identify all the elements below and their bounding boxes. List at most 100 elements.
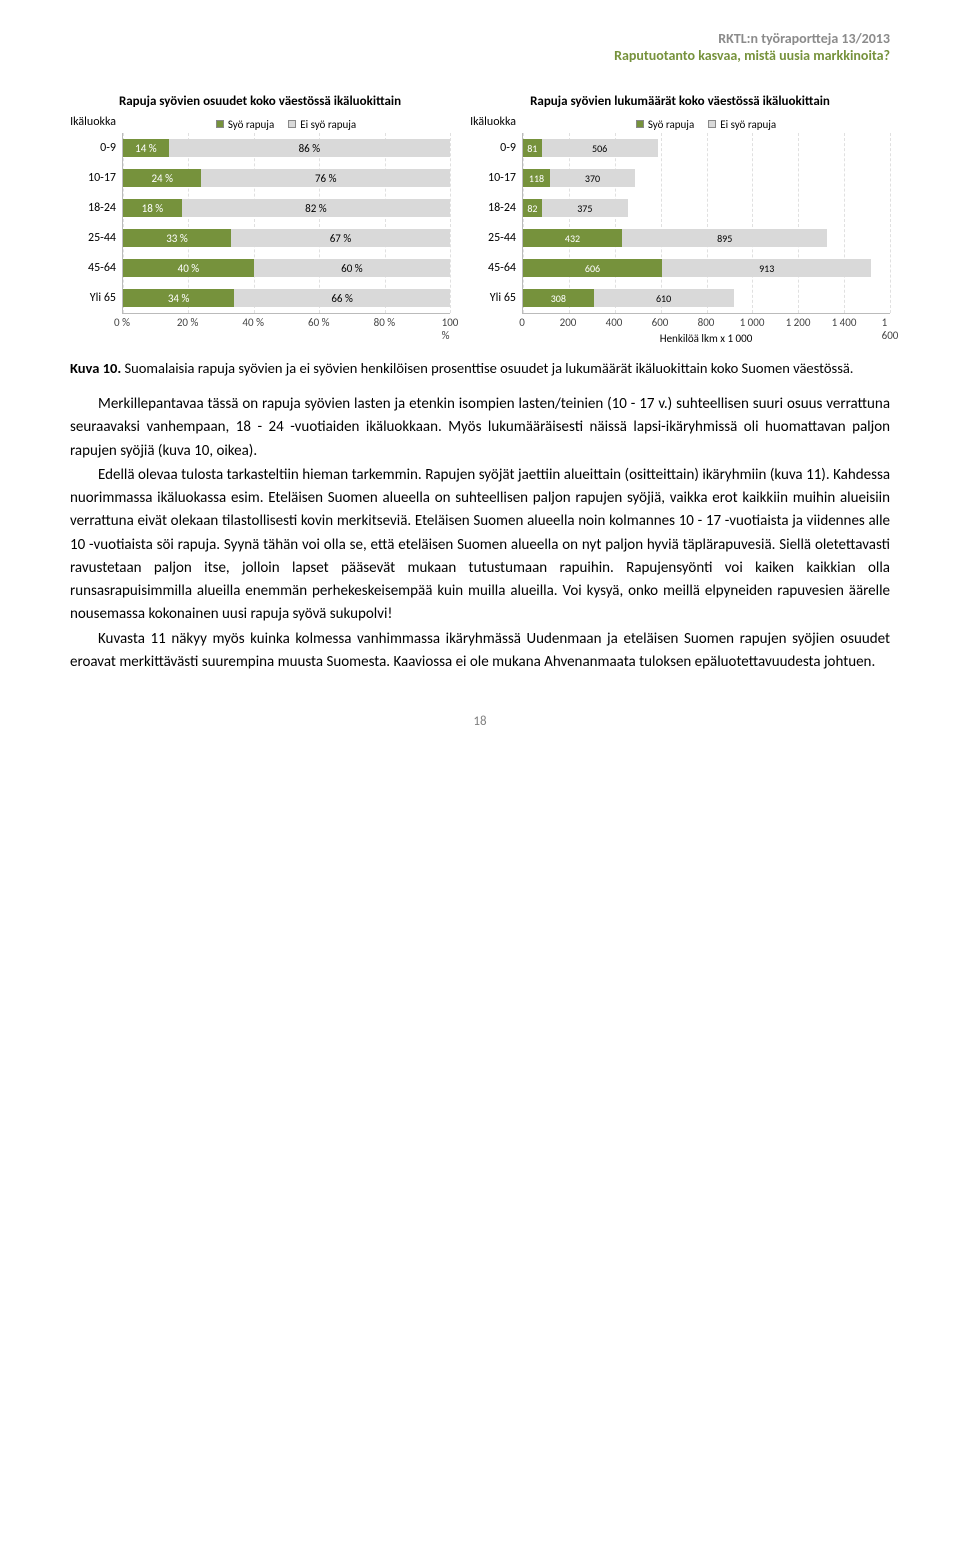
bar-row: 308610: [523, 283, 890, 313]
chart-percent-title: Rapuja syövien osuudet koko väestössä ik…: [70, 94, 450, 109]
bar-row: 14 %86 %: [123, 133, 450, 163]
bar-row: 606913: [523, 253, 890, 283]
header-report-id: RKTL:n työraportteja 13/2013: [70, 30, 890, 47]
legend-label-eat: Syö rapuja: [228, 118, 274, 131]
legend-label-not: Ei syö rapuja: [300, 118, 356, 131]
xaxis-tick: 1 400: [832, 316, 857, 329]
chart-percent-yaxis: Ikäluokka 0-910-1718-2425-4445-64Yli 65: [70, 115, 122, 330]
chart-percent-plot: 14 %86 %24 %76 %18 %82 %33 %67 %40 %60 %…: [122, 133, 450, 314]
bar-segment-eat: 18 %: [123, 199, 182, 217]
legend-swatch-eat: [216, 120, 224, 128]
yaxis-category: 18-24: [470, 193, 516, 223]
bar-segment-eat: 14 %: [123, 139, 169, 157]
bar-row: 34 %66 %: [123, 283, 450, 313]
bar-segment-not: 86 %: [169, 139, 450, 157]
legend-item-eat: Syö rapuja: [636, 115, 694, 133]
bar-segment-eat: 606: [523, 259, 662, 277]
yaxis-category: Yli 65: [470, 283, 516, 313]
xaxis-tick: 20 %: [177, 316, 199, 329]
legend-label-eat: Syö rapuja: [648, 118, 694, 131]
bar-segment-eat: 432: [523, 229, 622, 247]
chart-count-legend: Syö rapuja Ei syö rapuja: [522, 115, 890, 133]
bar-row: 81506: [523, 133, 890, 163]
yaxis-title: Ikäluokka: [470, 115, 516, 133]
xaxis-tick: 0 %: [114, 316, 130, 329]
xaxis-tick: 1 200: [786, 316, 811, 329]
chart-count-title: Rapuja syövien lukumäärät koko väestössä…: [470, 94, 890, 109]
bar-segment-eat: 40 %: [123, 259, 254, 277]
yaxis-category: 10-17: [70, 163, 116, 193]
bar-segment-eat: 34 %: [123, 289, 234, 307]
chart-count-xaxis: 02004006008001 0001 2001 4001 600: [522, 314, 890, 330]
bar-segment-eat: 82: [523, 199, 542, 217]
bar-segment-eat: 33 %: [123, 229, 231, 247]
bar-row: 18 %82 %: [123, 193, 450, 223]
figure-label: Kuva 10.: [70, 359, 121, 377]
legend-swatch-eat: [636, 120, 644, 128]
bar-segment-not: 82 %: [182, 199, 450, 217]
bar-row: 82375: [523, 193, 890, 223]
legend-swatch-not: [288, 120, 296, 128]
yaxis-category: 18-24: [70, 193, 116, 223]
bar-row: 432895: [523, 223, 890, 253]
xaxis-tick: 0: [519, 316, 525, 329]
yaxis-category: 10-17: [470, 163, 516, 193]
chart-percent-legend: Syö rapuja Ei syö rapuja: [122, 115, 450, 133]
bar-row: 33 %67 %: [123, 223, 450, 253]
document-header: RKTL:n työraportteja 13/2013 Raputuotant…: [70, 30, 890, 64]
bar-segment-not: 66 %: [234, 289, 450, 307]
bar-row: 40 %60 %: [123, 253, 450, 283]
bar-segment-eat: 118: [523, 169, 550, 187]
xaxis-tick: 400: [606, 316, 623, 329]
body-paragraph: Kuvasta 11 näkyy myös kuinka kolmessa va…: [70, 628, 890, 675]
bar-segment-not: 913: [662, 259, 871, 277]
legend-swatch-not: [708, 120, 716, 128]
xaxis-tick: 600: [652, 316, 669, 329]
legend-item-not: Ei syö rapuja: [708, 115, 776, 133]
bar-segment-eat: 308: [523, 289, 594, 307]
xaxis-tick: 1 600: [882, 316, 899, 342]
charts-row: Rapuja syövien osuudet koko väestössä ik…: [70, 94, 890, 345]
yaxis-category: Yli 65: [70, 283, 116, 313]
xaxis-tick: 80 %: [374, 316, 396, 329]
bar-segment-not: 895: [622, 229, 827, 247]
yaxis-category: 45-64: [70, 253, 116, 283]
xaxis-tick: 800: [698, 316, 715, 329]
legend-item-not: Ei syö rapuja: [288, 115, 356, 133]
page-number: 18: [70, 714, 890, 729]
bar-segment-eat: 81: [523, 139, 542, 157]
legend-item-eat: Syö rapuja: [216, 115, 274, 133]
yaxis-category: 0-9: [470, 133, 516, 163]
chart-count-yaxis: Ikäluokka 0-910-1718-2425-4445-64Yli 65: [470, 115, 522, 345]
chart-count-plot: 8150611837082375432895606913308610: [522, 133, 890, 314]
chart-count: Rapuja syövien lukumäärät koko väestössä…: [470, 94, 890, 345]
header-report-title: Raputuotanto kasvaa, mistä uusia markkin…: [70, 47, 890, 64]
bar-segment-eat: 24 %: [123, 169, 201, 187]
bar-segment-not: 67 %: [231, 229, 450, 247]
bar-segment-not: 610: [594, 289, 734, 307]
legend-label-not: Ei syö rapuja: [720, 118, 776, 131]
yaxis-category: 45-64: [470, 253, 516, 283]
figure-caption: Kuva 10. Suomalaisia rapuja syövien ja e…: [70, 359, 890, 377]
yaxis-title: Ikäluokka: [70, 115, 116, 133]
body-text: Merkillepantavaa tässä on rapuja syövien…: [70, 393, 890, 674]
body-paragraph: Edellä olevaa tulosta tarkasteltiin hiem…: [70, 464, 890, 627]
bar-segment-not: 60 %: [254, 259, 450, 277]
body-paragraph: Merkillepantavaa tässä on rapuja syövien…: [70, 393, 890, 463]
yaxis-category: 0-9: [70, 133, 116, 163]
bar-segment-not: 375: [542, 199, 628, 217]
xaxis-tick: 40 %: [242, 316, 264, 329]
bar-segment-not: 370: [550, 169, 635, 187]
xaxis-tick: 60 %: [308, 316, 330, 329]
bar-segment-not: 76 %: [201, 169, 450, 187]
yaxis-category: 25-44: [70, 223, 116, 253]
chart-count-xaxis-title: Henkilöä lkm x 1 000: [522, 332, 890, 345]
yaxis-category: 25-44: [470, 223, 516, 253]
bar-row: 118370: [523, 163, 890, 193]
xaxis-tick: 1 000: [740, 316, 765, 329]
bar-row: 24 %76 %: [123, 163, 450, 193]
figure-caption-text: Suomalaisia rapuja syövien ja ei syövien…: [121, 359, 853, 377]
xaxis-tick: 100 %: [442, 316, 459, 342]
bar-segment-not: 506: [542, 139, 658, 157]
xaxis-tick: 200: [560, 316, 577, 329]
